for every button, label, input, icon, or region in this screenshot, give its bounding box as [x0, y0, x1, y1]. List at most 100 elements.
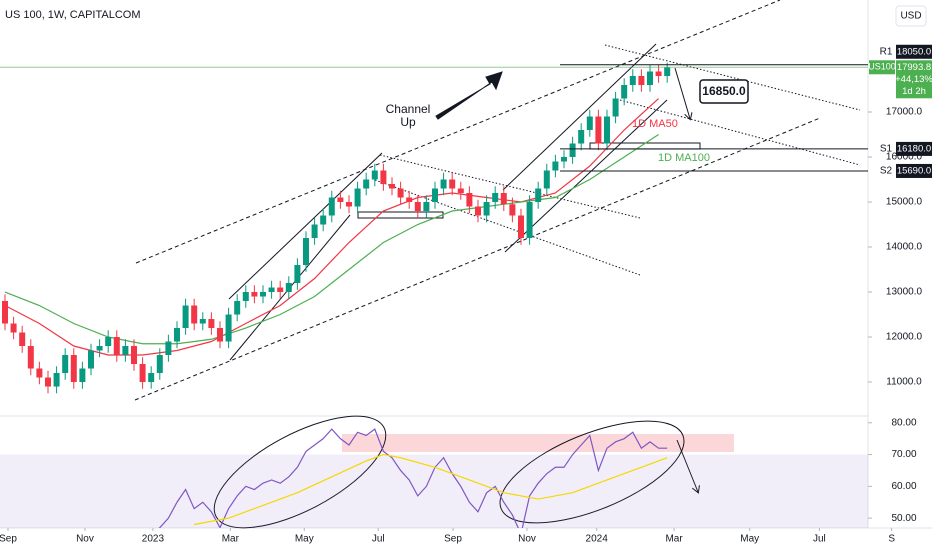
x-tick-label: S	[888, 534, 895, 545]
candle-body	[423, 202, 430, 212]
level-box	[896, 141, 932, 156]
candle-body	[560, 157, 567, 162]
candle-body	[500, 193, 507, 205]
candle-body	[225, 314, 232, 342]
y-tick-label: 15000.0	[886, 197, 923, 208]
candle-body	[242, 292, 249, 302]
rsi-line	[158, 428, 668, 528]
candle-body	[569, 143, 576, 158]
last-change: +44,13%	[895, 74, 932, 85]
candle-body	[113, 337, 120, 356]
candle-body	[199, 319, 206, 324]
x-tick-label: Mar	[222, 534, 240, 545]
candle-body	[414, 202, 421, 212]
candle-body	[646, 71, 653, 86]
candle-body	[397, 188, 404, 198]
candle-body	[79, 368, 86, 383]
candle-body	[302, 238, 309, 266]
candle-body	[431, 188, 438, 203]
candle-body	[621, 85, 628, 99]
candle-body	[629, 76, 636, 86]
candle-body	[268, 287, 275, 293]
candle-body	[509, 204, 516, 216]
candle-body	[483, 202, 490, 216]
y-tick-label: 13000.0	[886, 287, 923, 298]
y-tick-label: 80.00	[891, 417, 916, 428]
candle-body	[664, 67, 671, 77]
y-tick-label: 14000.0	[886, 242, 923, 253]
x-tick-label: Jul	[372, 534, 385, 545]
ma-line	[4, 134, 659, 345]
x-tick-label: Nov	[518, 534, 536, 545]
ma-line	[4, 98, 659, 356]
candle-body	[638, 76, 645, 86]
level-box	[896, 44, 932, 59]
candle-body	[234, 301, 241, 315]
price-pane	[1, 62, 671, 394]
y-tick-label: 16000.0	[886, 152, 923, 163]
x-tick-label: Mar	[665, 534, 683, 545]
x-tick-label: Jul	[813, 534, 826, 545]
level-label: 16180.0	[897, 143, 931, 154]
candle-body	[457, 188, 464, 194]
candle-body	[122, 346, 129, 356]
currency: USD	[900, 11, 921, 22]
candle-body	[294, 265, 301, 284]
level-name: S1	[880, 144, 893, 155]
candle-body	[173, 328, 180, 342]
last-price: 17993.8	[897, 62, 931, 73]
candle-body	[277, 287, 284, 293]
y-tick-label: 60.00	[891, 481, 916, 492]
last-name: US100	[868, 62, 896, 72]
candle-body	[36, 368, 43, 378]
candle-body	[259, 292, 266, 297]
candle-body	[1, 301, 8, 324]
candle-body	[535, 188, 542, 203]
candle-body	[526, 202, 533, 239]
last-countdown: 1d 2h	[902, 86, 926, 97]
level-label: 15690.0	[897, 165, 931, 176]
y-tick-label: 11000.0	[886, 377, 922, 388]
level-label: 18050.0	[897, 46, 931, 57]
rsi-line	[194, 453, 668, 526]
x-tick-label: May	[295, 534, 314, 545]
candle-body	[44, 377, 51, 387]
candle-body	[578, 130, 585, 144]
candle-body	[62, 355, 69, 374]
candle-body	[371, 170, 378, 180]
target-label: 16850.0	[702, 84, 746, 98]
candle-body	[517, 215, 524, 239]
candle-body	[165, 341, 172, 356]
last-box	[896, 60, 932, 99]
candle-body	[105, 337, 112, 347]
ma-label: 1D MA50	[632, 118, 678, 130]
y-tick-label: 50.00	[891, 513, 916, 524]
rsi-band	[0, 454, 868, 528]
candle-body	[285, 283, 292, 293]
candle-body	[320, 215, 327, 225]
x-tick-label: Sep	[0, 534, 17, 545]
candle-body	[363, 179, 370, 189]
candle-body	[19, 332, 26, 347]
y-tick-label: 17000.0	[886, 107, 923, 118]
level-box	[896, 163, 932, 178]
candle-body	[130, 346, 137, 365]
candle-body	[191, 305, 198, 324]
candle-body	[492, 193, 499, 203]
annotation: Channel	[386, 102, 431, 116]
candle-body	[595, 116, 602, 144]
candle-body	[612, 98, 619, 117]
candle-body	[586, 116, 593, 131]
chart-title: US 100, 1W, CAPITALCOM	[5, 9, 141, 21]
candle-body	[156, 355, 163, 374]
candle-body	[655, 71, 662, 77]
x-tick-label: 2023	[142, 534, 165, 545]
candle-body	[466, 193, 473, 207]
candle-body	[87, 350, 94, 369]
level-name: R1	[880, 46, 893, 57]
candle-body	[406, 197, 413, 203]
candle-body	[10, 323, 17, 333]
last-name-box	[869, 60, 895, 75]
candle-body	[139, 364, 146, 383]
